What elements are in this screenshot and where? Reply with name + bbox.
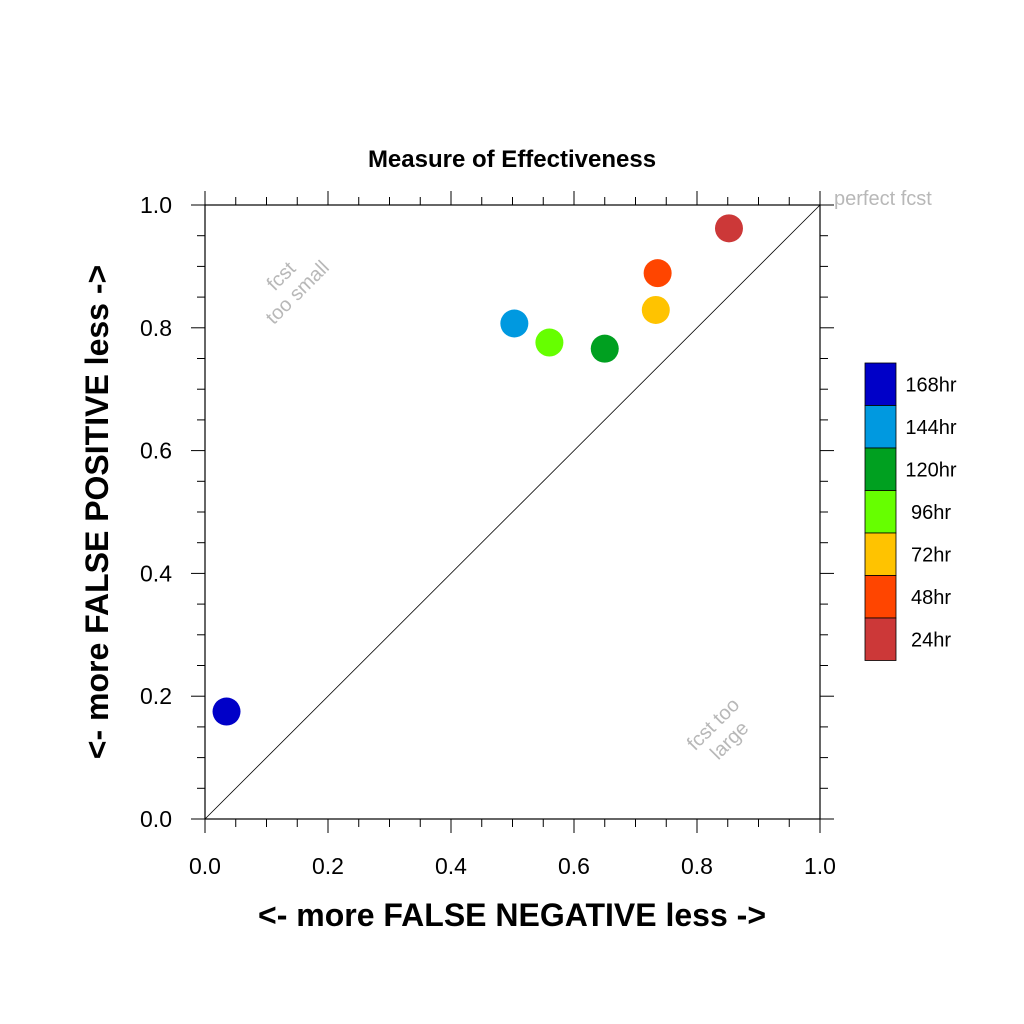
data-points bbox=[212, 214, 743, 726]
legend-swatch-24hr bbox=[864, 617, 897, 661]
y-tick-label: 0.0 bbox=[140, 806, 172, 832]
legend-label-168hr: 168hr bbox=[905, 374, 956, 396]
y-tick-label: 1.0 bbox=[140, 192, 172, 218]
legend-label-144hr: 144hr bbox=[905, 417, 956, 439]
y-tick-label: 0.8 bbox=[140, 315, 172, 341]
legend-swatch-120hr bbox=[864, 447, 897, 491]
legend-label-48hr: 48hr bbox=[911, 587, 951, 609]
legend-label-96hr: 96hr bbox=[911, 502, 951, 524]
legend-swatch-96hr bbox=[864, 490, 897, 534]
legend-swatch-48hr bbox=[864, 575, 897, 619]
point-144hr bbox=[500, 309, 529, 338]
legend-label-120hr: 120hr bbox=[905, 459, 956, 481]
legend-label-24hr: 24hr bbox=[911, 629, 951, 651]
y-tick-label: 0.6 bbox=[140, 438, 172, 464]
y-tick-label: 0.2 bbox=[140, 683, 172, 709]
x-tick-label: 0.4 bbox=[435, 853, 467, 879]
legend: 168hr 144hr 120hr 96hr 72hr 48hr 24hr bbox=[864, 362, 957, 661]
point-168hr bbox=[212, 697, 241, 726]
point-72hr bbox=[641, 295, 670, 324]
point-120hr bbox=[590, 334, 619, 363]
y-tick-labels: 0.0 0.2 0.4 0.6 0.8 1.0 bbox=[140, 192, 172, 832]
x-tick-labels: 0.0 0.2 0.4 0.6 0.8 1.0 bbox=[189, 853, 836, 879]
axis-ticks bbox=[191, 191, 834, 833]
chart-title: Measure of Effectiveness bbox=[368, 146, 656, 173]
point-96hr bbox=[535, 328, 564, 357]
legend-swatch-144hr bbox=[864, 405, 897, 449]
x-axis-label: <- more FALSE NEGATIVE less -> bbox=[258, 897, 766, 933]
legend-swatch-72hr bbox=[864, 532, 897, 576]
legend-swatch-168hr bbox=[864, 362, 897, 406]
x-tick-label: 0.6 bbox=[558, 853, 590, 879]
legend-label-72hr: 72hr bbox=[911, 544, 951, 566]
y-tick-label: 0.4 bbox=[140, 560, 172, 586]
perfect-forecast-diagonal bbox=[204, 204, 821, 820]
x-tick-label: 1.0 bbox=[804, 853, 836, 879]
x-tick-label: 0.8 bbox=[681, 853, 713, 879]
too-small-annotation: fcst too small bbox=[262, 257, 334, 329]
point-48hr bbox=[643, 259, 672, 288]
x-tick-label: 0.2 bbox=[312, 853, 344, 879]
perfect-forecast-label: perfect fcst bbox=[834, 188, 932, 210]
y-axis-label: <- more FALSE POSITIVE less -> bbox=[79, 265, 115, 759]
too-large-annotation: fcst too large bbox=[683, 694, 753, 764]
too-small-line2: too small bbox=[262, 257, 334, 329]
point-24hr bbox=[714, 214, 743, 243]
x-tick-label: 0.0 bbox=[189, 853, 221, 879]
